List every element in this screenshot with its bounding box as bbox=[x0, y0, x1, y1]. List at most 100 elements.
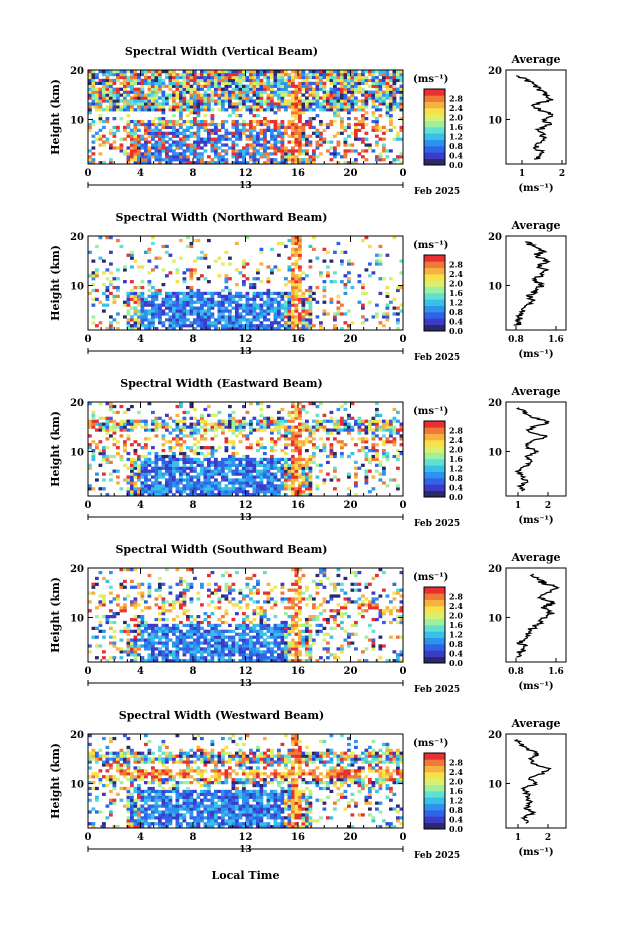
heatmap-cell bbox=[238, 487, 243, 491]
heatmap-cell bbox=[329, 280, 334, 284]
heatmap-cell bbox=[277, 466, 281, 470]
heatmap-cell bbox=[385, 93, 390, 97]
heatmap-cell bbox=[357, 137, 362, 141]
heatmap-cell bbox=[291, 493, 295, 497]
heatmap-cell bbox=[196, 306, 201, 310]
heatmap-cell bbox=[210, 460, 215, 464]
heatmap-cell bbox=[123, 315, 127, 319]
heatmap-cell bbox=[102, 449, 106, 453]
heatmap-cell bbox=[144, 324, 148, 328]
heatmap-cell bbox=[137, 128, 141, 132]
panel-3: Spectral Width (Eastward Beam)Height (km… bbox=[49, 377, 567, 529]
heatmap-cell bbox=[315, 422, 320, 426]
heatmap-cell bbox=[116, 451, 120, 456]
heatmap-cell bbox=[245, 294, 250, 298]
heatmap-cell bbox=[112, 656, 117, 660]
heatmap-cell bbox=[280, 99, 285, 103]
heatmap-cell bbox=[109, 271, 113, 275]
heatmap-cell bbox=[91, 271, 96, 275]
heatmap-cell bbox=[196, 493, 201, 497]
heatmap-cell bbox=[119, 422, 124, 426]
heatmap-cell bbox=[228, 93, 232, 97]
heatmap-cell bbox=[147, 490, 152, 494]
heatmap-cell bbox=[126, 594, 131, 598]
heatmap-cell bbox=[172, 128, 176, 132]
heatmap-cell bbox=[189, 111, 194, 115]
colorbar-tick-label: 0.4 bbox=[449, 151, 463, 161]
heatmap-cell bbox=[361, 463, 365, 467]
heatmap-cell bbox=[277, 484, 281, 488]
heatmap-cell bbox=[165, 425, 169, 429]
heatmap-cell bbox=[266, 425, 271, 429]
heatmap-cell bbox=[389, 478, 393, 482]
heatmap-cell bbox=[144, 149, 148, 153]
heatmap-cell bbox=[147, 250, 152, 254]
heatmap-cell bbox=[284, 425, 288, 429]
heatmap-cell bbox=[382, 425, 386, 429]
heatmap-cell bbox=[221, 466, 225, 470]
heatmap-cell bbox=[291, 300, 295, 304]
heatmap-cell bbox=[221, 262, 225, 266]
heatmap-cell bbox=[277, 87, 281, 91]
heatmap-cell bbox=[203, 90, 208, 94]
heatmap-cell bbox=[116, 105, 120, 109]
heatmap-cell bbox=[378, 437, 383, 441]
heatmap-cell bbox=[172, 419, 176, 423]
heatmap-cell bbox=[385, 440, 390, 444]
heatmap-cell bbox=[333, 327, 337, 331]
heatmap-cell bbox=[392, 297, 397, 301]
heatmap-cell bbox=[312, 152, 316, 156]
heatmap-cell bbox=[154, 99, 159, 103]
heatmap-cell bbox=[196, 309, 201, 313]
heatmap-cell bbox=[126, 641, 131, 645]
heatmap-cell bbox=[350, 161, 355, 165]
heatmap-cell bbox=[224, 306, 229, 310]
heatmap-cell bbox=[210, 632, 215, 636]
heatmap-cell bbox=[291, 431, 295, 435]
heatmap-cell bbox=[259, 99, 264, 103]
heatmap-cell bbox=[179, 451, 183, 456]
heatmap-cell bbox=[333, 78, 337, 83]
heatmap-cell bbox=[137, 644, 141, 648]
heatmap-cell bbox=[154, 75, 159, 80]
heatmap-cell bbox=[270, 247, 274, 251]
heatmap-cell bbox=[259, 469, 264, 473]
heatmap-cell bbox=[91, 122, 96, 127]
heatmap-cell bbox=[182, 158, 187, 162]
heatmap-cell bbox=[144, 297, 148, 301]
heatmap-cell bbox=[354, 134, 358, 138]
heatmap-cell bbox=[256, 75, 260, 80]
heatmap-cell bbox=[189, 431, 194, 435]
heatmap-cell bbox=[333, 419, 337, 423]
heatmap-cell bbox=[88, 72, 92, 77]
heatmap-cell bbox=[298, 294, 302, 298]
heatmap-cell bbox=[322, 259, 327, 263]
heatmap-cell bbox=[217, 300, 222, 304]
heatmap-cell bbox=[364, 454, 369, 459]
heatmap-cell bbox=[175, 437, 180, 441]
heatmap-cell bbox=[270, 300, 274, 304]
heatmap-cell bbox=[319, 274, 323, 278]
heatmap-cell bbox=[266, 265, 271, 269]
heatmap-cell bbox=[280, 137, 285, 141]
heatmap-cell bbox=[186, 481, 190, 485]
heatmap-cell bbox=[256, 143, 260, 147]
heatmap-cell bbox=[203, 617, 208, 622]
heatmap-cell bbox=[308, 454, 313, 459]
heatmap-cell bbox=[231, 454, 236, 459]
heatmap-cell bbox=[273, 146, 278, 150]
heatmap-cell bbox=[189, 626, 194, 630]
heatmap-cell bbox=[273, 111, 278, 115]
heatmap-cell bbox=[280, 161, 285, 165]
heatmap-cell bbox=[214, 300, 218, 304]
heatmap-cell bbox=[263, 128, 267, 132]
heatmap-cell bbox=[245, 84, 250, 88]
heatmap-cell bbox=[154, 475, 159, 479]
heatmap-cell bbox=[193, 78, 197, 83]
heatmap-cell bbox=[270, 105, 274, 109]
heatmap-cells bbox=[88, 568, 404, 663]
heatmap-cell bbox=[130, 72, 134, 77]
heatmap-cell bbox=[266, 72, 271, 77]
heatmap-cell bbox=[277, 131, 281, 135]
heatmap-cell bbox=[140, 620, 145, 625]
